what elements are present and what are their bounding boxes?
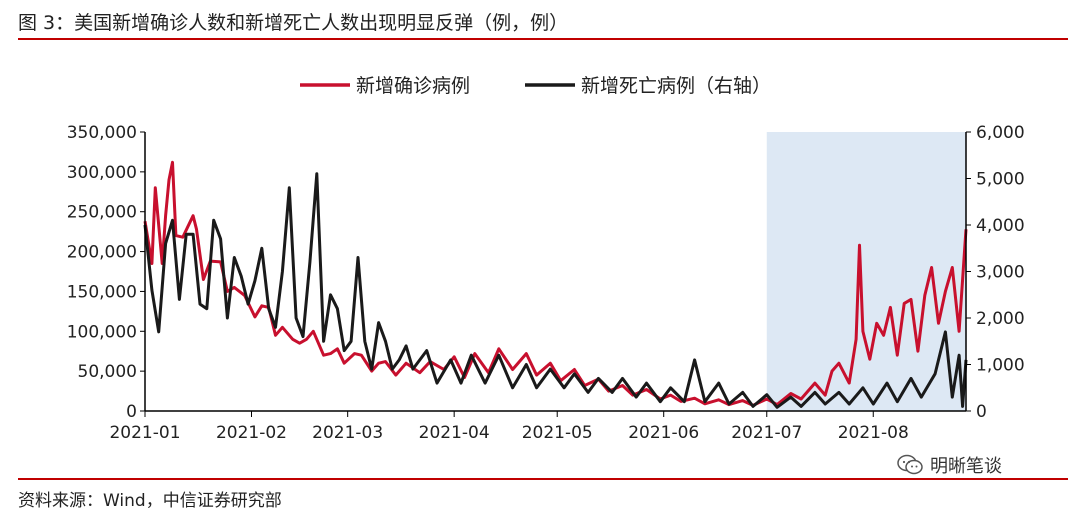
x-tick-label: 2021-03 xyxy=(312,423,383,443)
y-right-tick-label: 1,000 xyxy=(976,356,1025,376)
legend-label-2: 新增死亡病例（右轴） xyxy=(581,75,771,97)
x-tick-label: 2021-05 xyxy=(522,423,593,443)
chart: 0 50,000 100,000 150,000 200,000 250,000 300,0… xyxy=(67,75,1025,443)
x-tick-label: 2021-02 xyxy=(216,423,287,443)
y-left-tick-label: 300,000 xyxy=(67,163,137,183)
y-left-tick-label: 200,000 xyxy=(67,243,137,263)
legend-label-1: 新增确诊病例 xyxy=(356,75,470,97)
series-line-1 xyxy=(143,160,968,407)
series-line-2 xyxy=(143,172,968,409)
series-lines-layer xyxy=(143,160,968,409)
x-tick-label: 2021-06 xyxy=(628,423,699,443)
axes-layer: 0 50,000 100,000 150,000 200,000 250,000 300,0… xyxy=(67,123,1025,443)
y-right-tick-label: 0 xyxy=(976,402,987,422)
y-left-tick-label: 250,000 xyxy=(67,203,137,223)
y-right-tick-label: 2,000 xyxy=(976,309,1025,329)
y-left-tick-label: 0 xyxy=(126,402,137,422)
x-tick-label: 2021-04 xyxy=(419,423,490,443)
watermark: 明晰笔谈 xyxy=(896,452,1002,478)
watermark-text: 明晰笔谈 xyxy=(930,456,1002,477)
y-right-tick-label: 4,000 xyxy=(976,216,1025,236)
figure-title: 图 3：美国新增确诊人数和新增死亡人数出现明显反弹（例，例） xyxy=(18,12,569,34)
y-left-tick-label: 350,000 xyxy=(67,123,137,143)
y-right-tick-label: 6,000 xyxy=(976,123,1025,143)
y-left-tick-label: 150,000 xyxy=(67,282,137,302)
y-right-tick-label: 3,000 xyxy=(976,263,1025,283)
x-tick-label: 2021-01 xyxy=(109,423,180,443)
wechat-icon xyxy=(897,454,923,475)
x-tick-label: 2021-07 xyxy=(731,423,802,443)
y-left-tick-label: 50,000 xyxy=(78,362,137,382)
source-rule xyxy=(18,478,1068,480)
x-tick-label: 2021-08 xyxy=(838,423,909,443)
y-right-tick-label: 5,000 xyxy=(976,170,1025,190)
y-left-tick-label: 100,000 xyxy=(67,322,137,342)
source-note: 资料来源：Wind，中信证券研究部 xyxy=(18,491,282,511)
legend: 新增确诊病例 新增死亡病例（右轴） xyxy=(300,75,771,97)
title-rule xyxy=(18,38,1068,40)
